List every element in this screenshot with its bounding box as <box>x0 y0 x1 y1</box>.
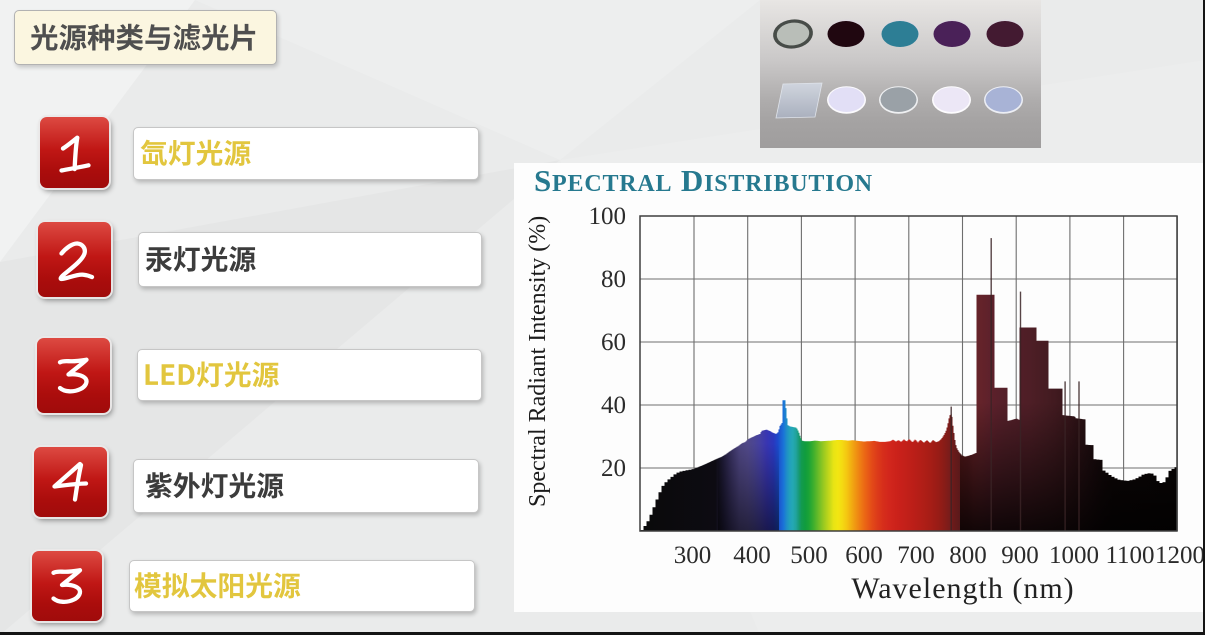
svg-text:300: 300 <box>674 542 712 569</box>
svg-text:40: 40 <box>601 392 626 419</box>
svg-text:Wavelength (nm): Wavelength (nm) <box>851 572 1074 605</box>
svg-text:100: 100 <box>589 203 627 230</box>
svg-text:60: 60 <box>601 329 626 356</box>
svg-text:400: 400 <box>733 542 771 569</box>
svg-text:1200: 1200 <box>1155 542 1205 569</box>
svg-text:Spectral Radiant Intensity (%): Spectral Radiant Intensity (%) <box>525 216 551 507</box>
svg-text:900: 900 <box>1001 542 1039 569</box>
svg-text:80: 80 <box>601 266 626 293</box>
svg-text:500: 500 <box>790 542 828 569</box>
svg-text:600: 600 <box>845 542 883 569</box>
svg-text:700: 700 <box>897 542 935 569</box>
svg-text:800: 800 <box>949 542 987 569</box>
svg-text:1100: 1100 <box>1105 542 1154 569</box>
svg-text:1000: 1000 <box>1049 542 1099 569</box>
svg-text:20: 20 <box>601 455 626 482</box>
